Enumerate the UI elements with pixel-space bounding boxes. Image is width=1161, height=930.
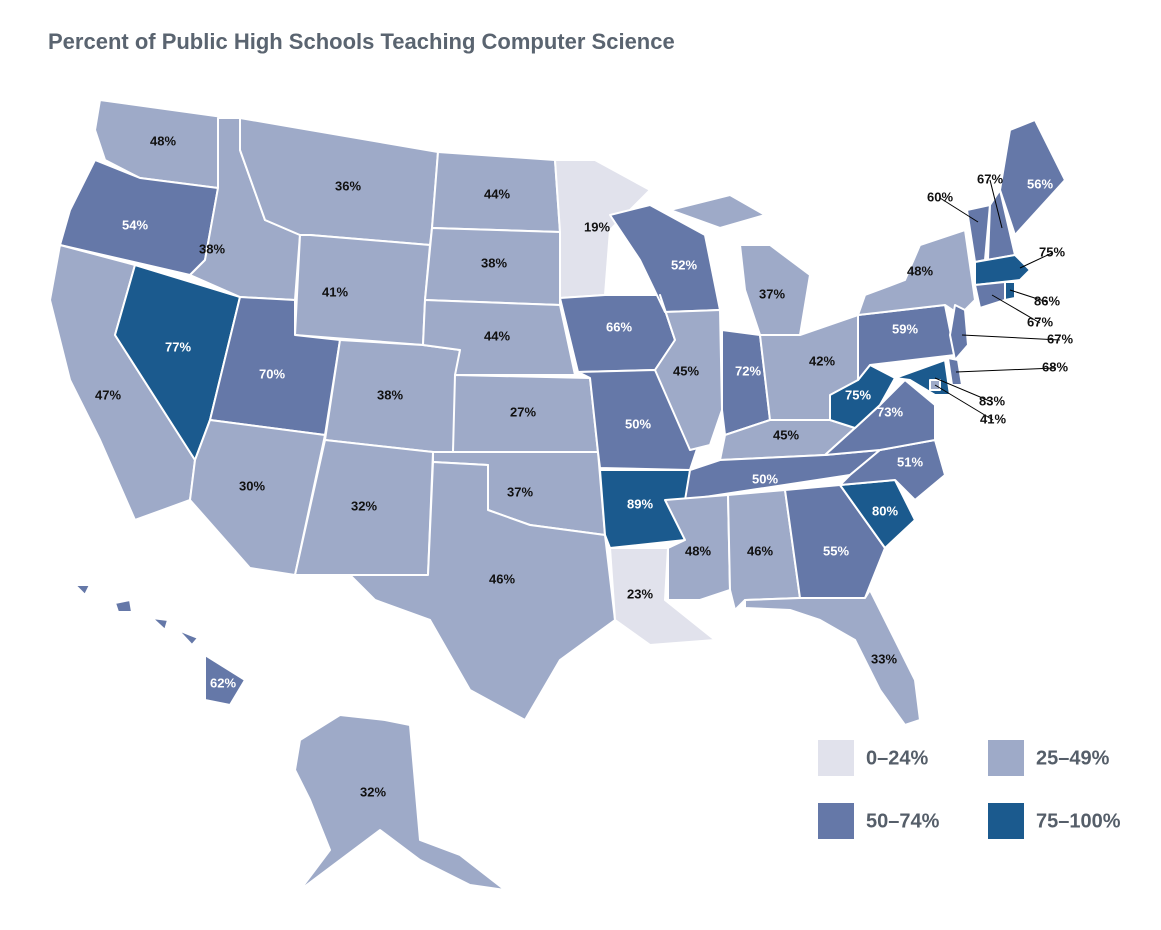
state [857,229,976,316]
value-label: 48% [150,133,176,148]
state [744,589,921,726]
value-label: 50% [752,471,778,486]
value-label: 48% [907,263,933,278]
value-label: 37% [759,286,785,301]
state [294,234,431,346]
value-label: 59% [892,321,918,336]
leader-line [934,377,993,403]
value-label: 66% [606,319,632,334]
value-label: 32% [351,498,377,513]
value-label: 56% [1027,176,1053,191]
value-label: 75% [1039,244,1065,259]
legend-label: 50–74% [866,810,940,832]
leader-line [989,179,1003,229]
leader-line [1009,289,1048,303]
labels: 48% 54% 47% 77% 38% 36% 41% 70% 30% 38% 32% 44% 38% 4… [95,133,1073,799]
legend-swatch [818,740,854,776]
value-label: 37% [507,484,533,499]
leader-line [961,334,1061,341]
value-label: 77% [165,339,191,354]
state [974,254,1031,286]
leader-line [934,384,994,421]
value-label: 72% [735,363,761,378]
value-label: 38% [481,255,507,270]
value-label: 75% [845,387,871,402]
value-label: 73% [877,404,903,419]
value-label: 68% [1042,359,1068,374]
value-label: 41% [980,411,1006,426]
value-label: 46% [747,543,773,558]
value-label: 32% [360,784,386,799]
state [1004,281,1016,301]
value-label: 67% [977,171,1003,186]
value-label: 47% [95,387,121,402]
state [966,204,991,263]
legend: 0–24% 25–49% 50–74% 75–100% [818,740,1121,839]
value-label: 36% [335,178,361,193]
state [349,461,616,721]
value-label: 67% [1047,331,1073,346]
value-label: 52% [671,257,697,272]
value-label: 89% [627,496,653,511]
value-label: 41% [322,284,348,299]
state [599,469,691,549]
value-label: 86% [1034,293,1060,308]
value-label: 83% [979,393,1005,408]
leader-line [991,294,1041,324]
value-label: 38% [377,387,403,402]
value-label: 55% [823,543,849,558]
value-label: 45% [673,363,699,378]
map-title: Percent of Public High Schools Teaching … [48,29,675,54]
legend-label: 25–49% [1036,747,1110,769]
state [999,119,1066,236]
legend-label: 75–100% [1036,810,1121,832]
value-label: 38% [199,241,225,256]
value-label: 67% [1027,314,1053,329]
value-label: 30% [239,478,265,493]
value-label: 54% [122,217,148,232]
state [974,281,1006,309]
leader-line [1019,252,1053,269]
value-label: 48% [685,543,711,558]
value-label: 44% [484,186,510,201]
state [294,714,506,891]
value-label: 70% [259,366,285,381]
leader-line [955,367,1056,373]
legend-swatch [818,803,854,839]
states [49,99,1066,891]
value-label: 50% [625,416,651,431]
value-label: 51% [897,454,923,469]
leader-line [939,197,979,223]
value-label: 42% [809,353,835,368]
legend-swatch [988,740,1024,776]
value-label: 45% [773,427,799,442]
state [829,364,896,429]
legend-swatch [988,803,1024,839]
value-label: 23% [627,586,653,601]
value-label: 80% [872,503,898,518]
value-label: 60% [927,189,953,204]
value-label: 44% [484,328,510,343]
state [554,159,651,299]
legend-label: 0–24% [866,747,928,769]
state [949,304,969,361]
state [654,294,723,451]
value-label: 19% [584,219,610,234]
state [74,584,246,706]
value-label: 33% [871,651,897,666]
value-label: 62% [210,675,236,690]
state [947,357,963,386]
value-label: 27% [510,404,536,419]
value-label: 46% [489,571,515,586]
state [824,379,936,456]
